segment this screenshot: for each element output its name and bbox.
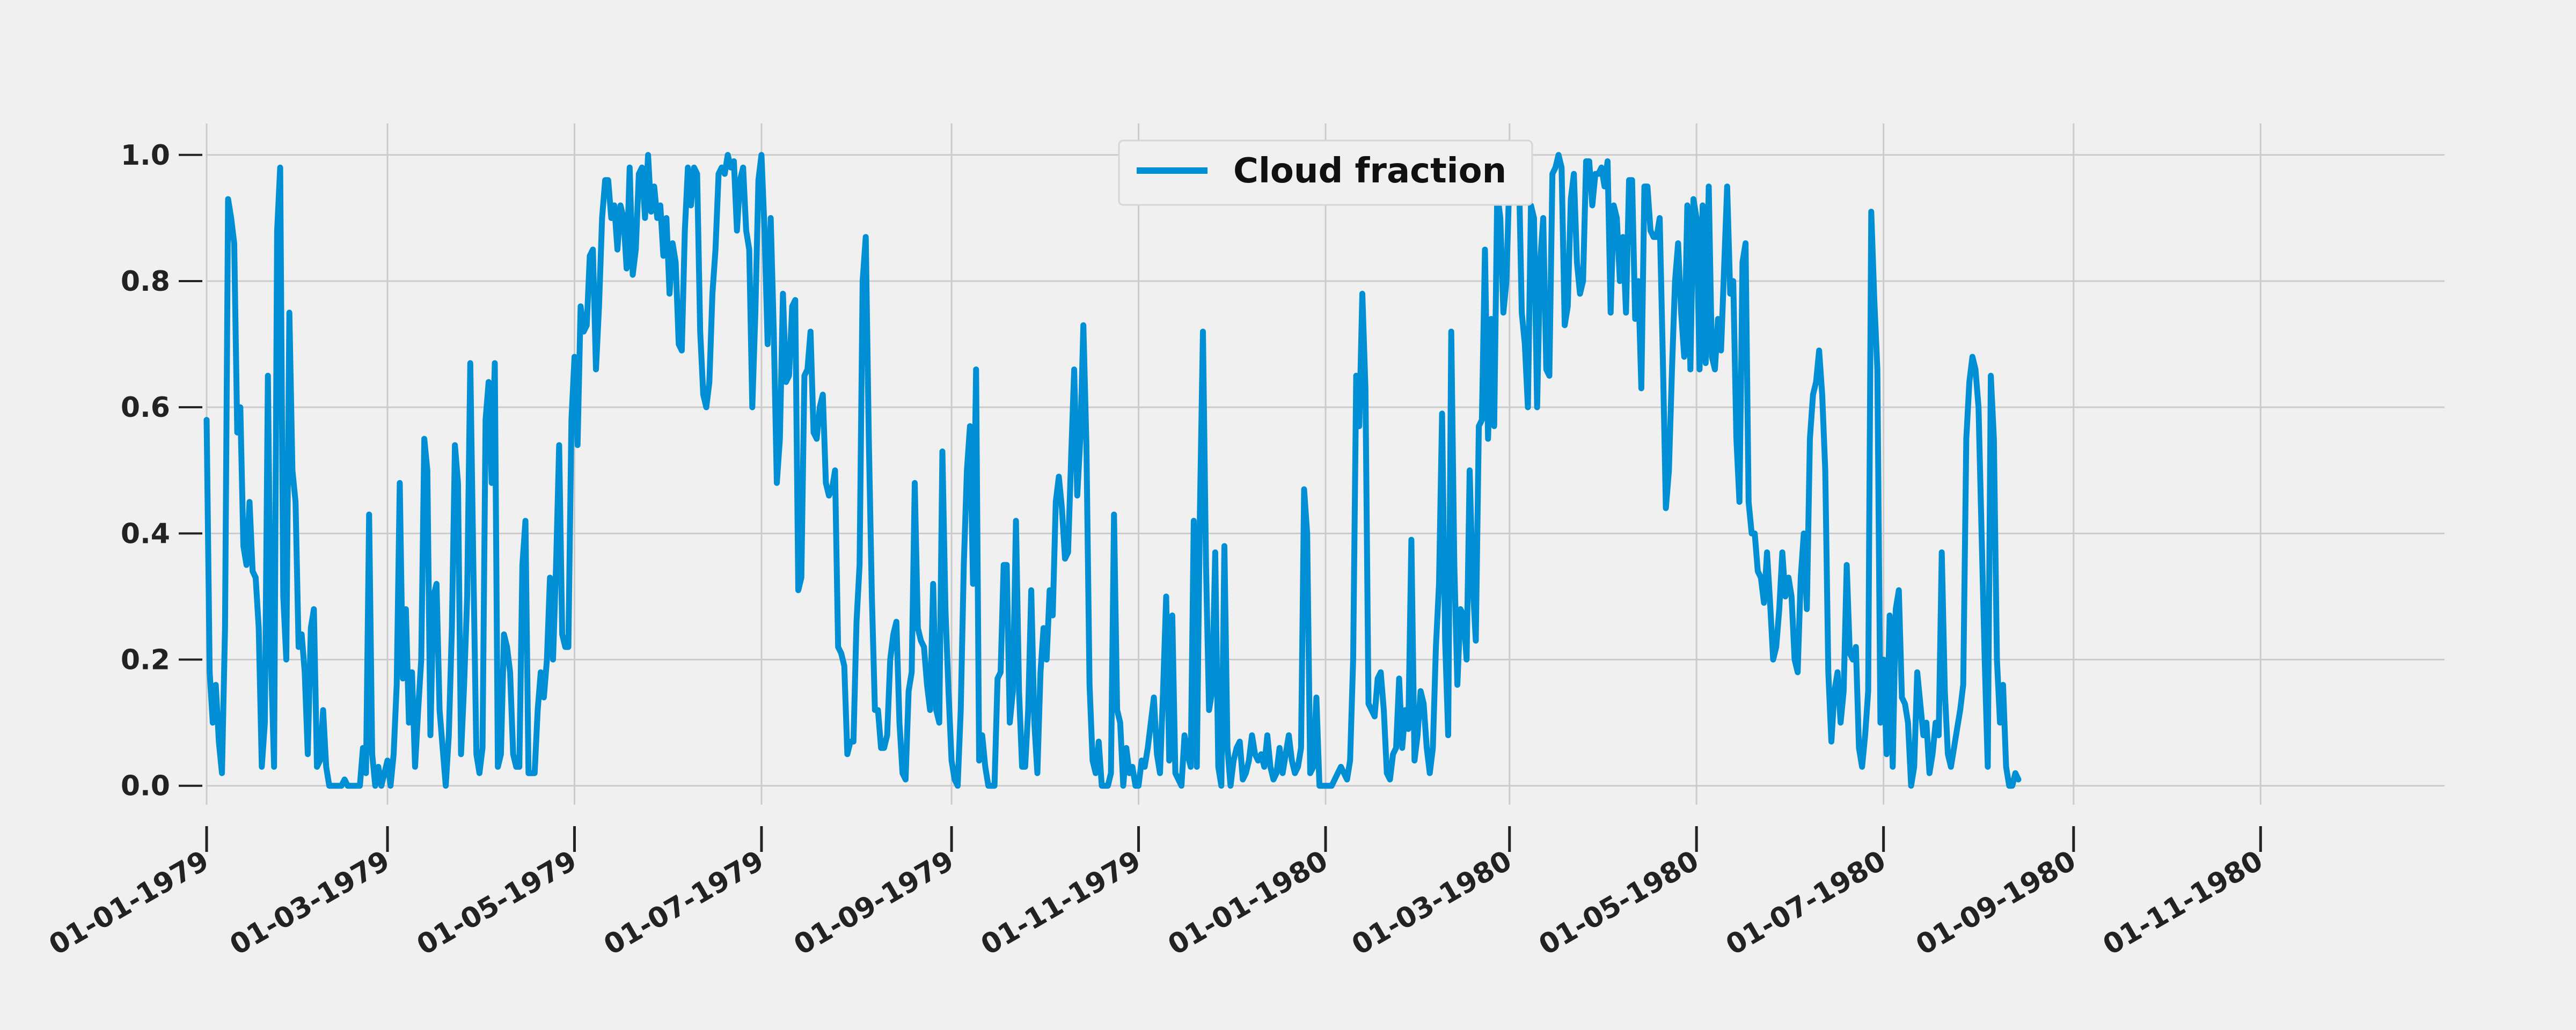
legend-label: Cloud fraction	[1233, 151, 1506, 191]
grid-lines	[206, 123, 2445, 805]
y-tick-label: 0.6	[121, 392, 170, 424]
series-layer	[203, 152, 2022, 789]
y-axis: 0.0 0.2 0.4 0.6 0.8 1.0	[121, 139, 202, 803]
y-tick-label: 1.0	[121, 139, 170, 172]
series-line-cloud-fraction	[203, 152, 2022, 789]
legend-box	[1118, 139, 1533, 206]
y-tick-label: 0.0	[121, 770, 170, 803]
y-tick-label: 0.2	[121, 644, 170, 676]
y-tick-label: 0.4	[121, 518, 170, 550]
y-tick-label: 0.8	[121, 266, 170, 298]
legend: Cloud fraction	[1118, 139, 1533, 206]
